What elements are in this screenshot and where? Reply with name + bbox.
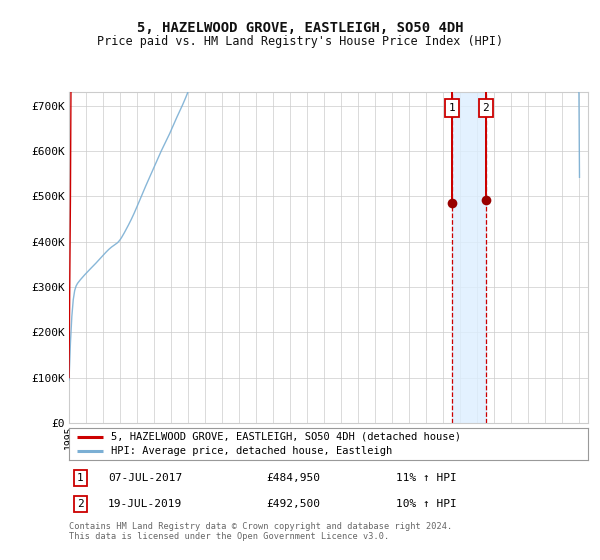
Text: 5, HAZELWOOD GROVE, EASTLEIGH, SO50 4DH: 5, HAZELWOOD GROVE, EASTLEIGH, SO50 4DH (137, 21, 463, 35)
Text: HPI: Average price, detached house, Eastleigh: HPI: Average price, detached house, East… (110, 446, 392, 456)
Bar (452, 92, 486, 423)
Text: 11% ↑ HPI: 11% ↑ HPI (396, 473, 457, 483)
Text: £492,500: £492,500 (266, 499, 320, 508)
Text: Price paid vs. HM Land Registry's House Price Index (HPI): Price paid vs. HM Land Registry's House … (97, 35, 503, 48)
Text: This data is licensed under the Open Government Licence v3.0.: This data is licensed under the Open Gov… (69, 532, 389, 541)
Text: 1: 1 (77, 473, 84, 483)
Text: 19-JUL-2019: 19-JUL-2019 (108, 499, 182, 508)
Text: 2: 2 (482, 103, 489, 113)
Text: 10% ↑ HPI: 10% ↑ HPI (396, 499, 457, 508)
Text: 5, HAZELWOOD GROVE, EASTLEIGH, SO50 4DH (detached house): 5, HAZELWOOD GROVE, EASTLEIGH, SO50 4DH … (110, 432, 461, 442)
Text: £484,950: £484,950 (266, 473, 320, 483)
Text: 2: 2 (77, 499, 84, 508)
Text: Contains HM Land Registry data © Crown copyright and database right 2024.: Contains HM Land Registry data © Crown c… (69, 522, 452, 531)
Text: 07-JUL-2017: 07-JUL-2017 (108, 473, 182, 483)
Text: 1: 1 (448, 103, 455, 113)
